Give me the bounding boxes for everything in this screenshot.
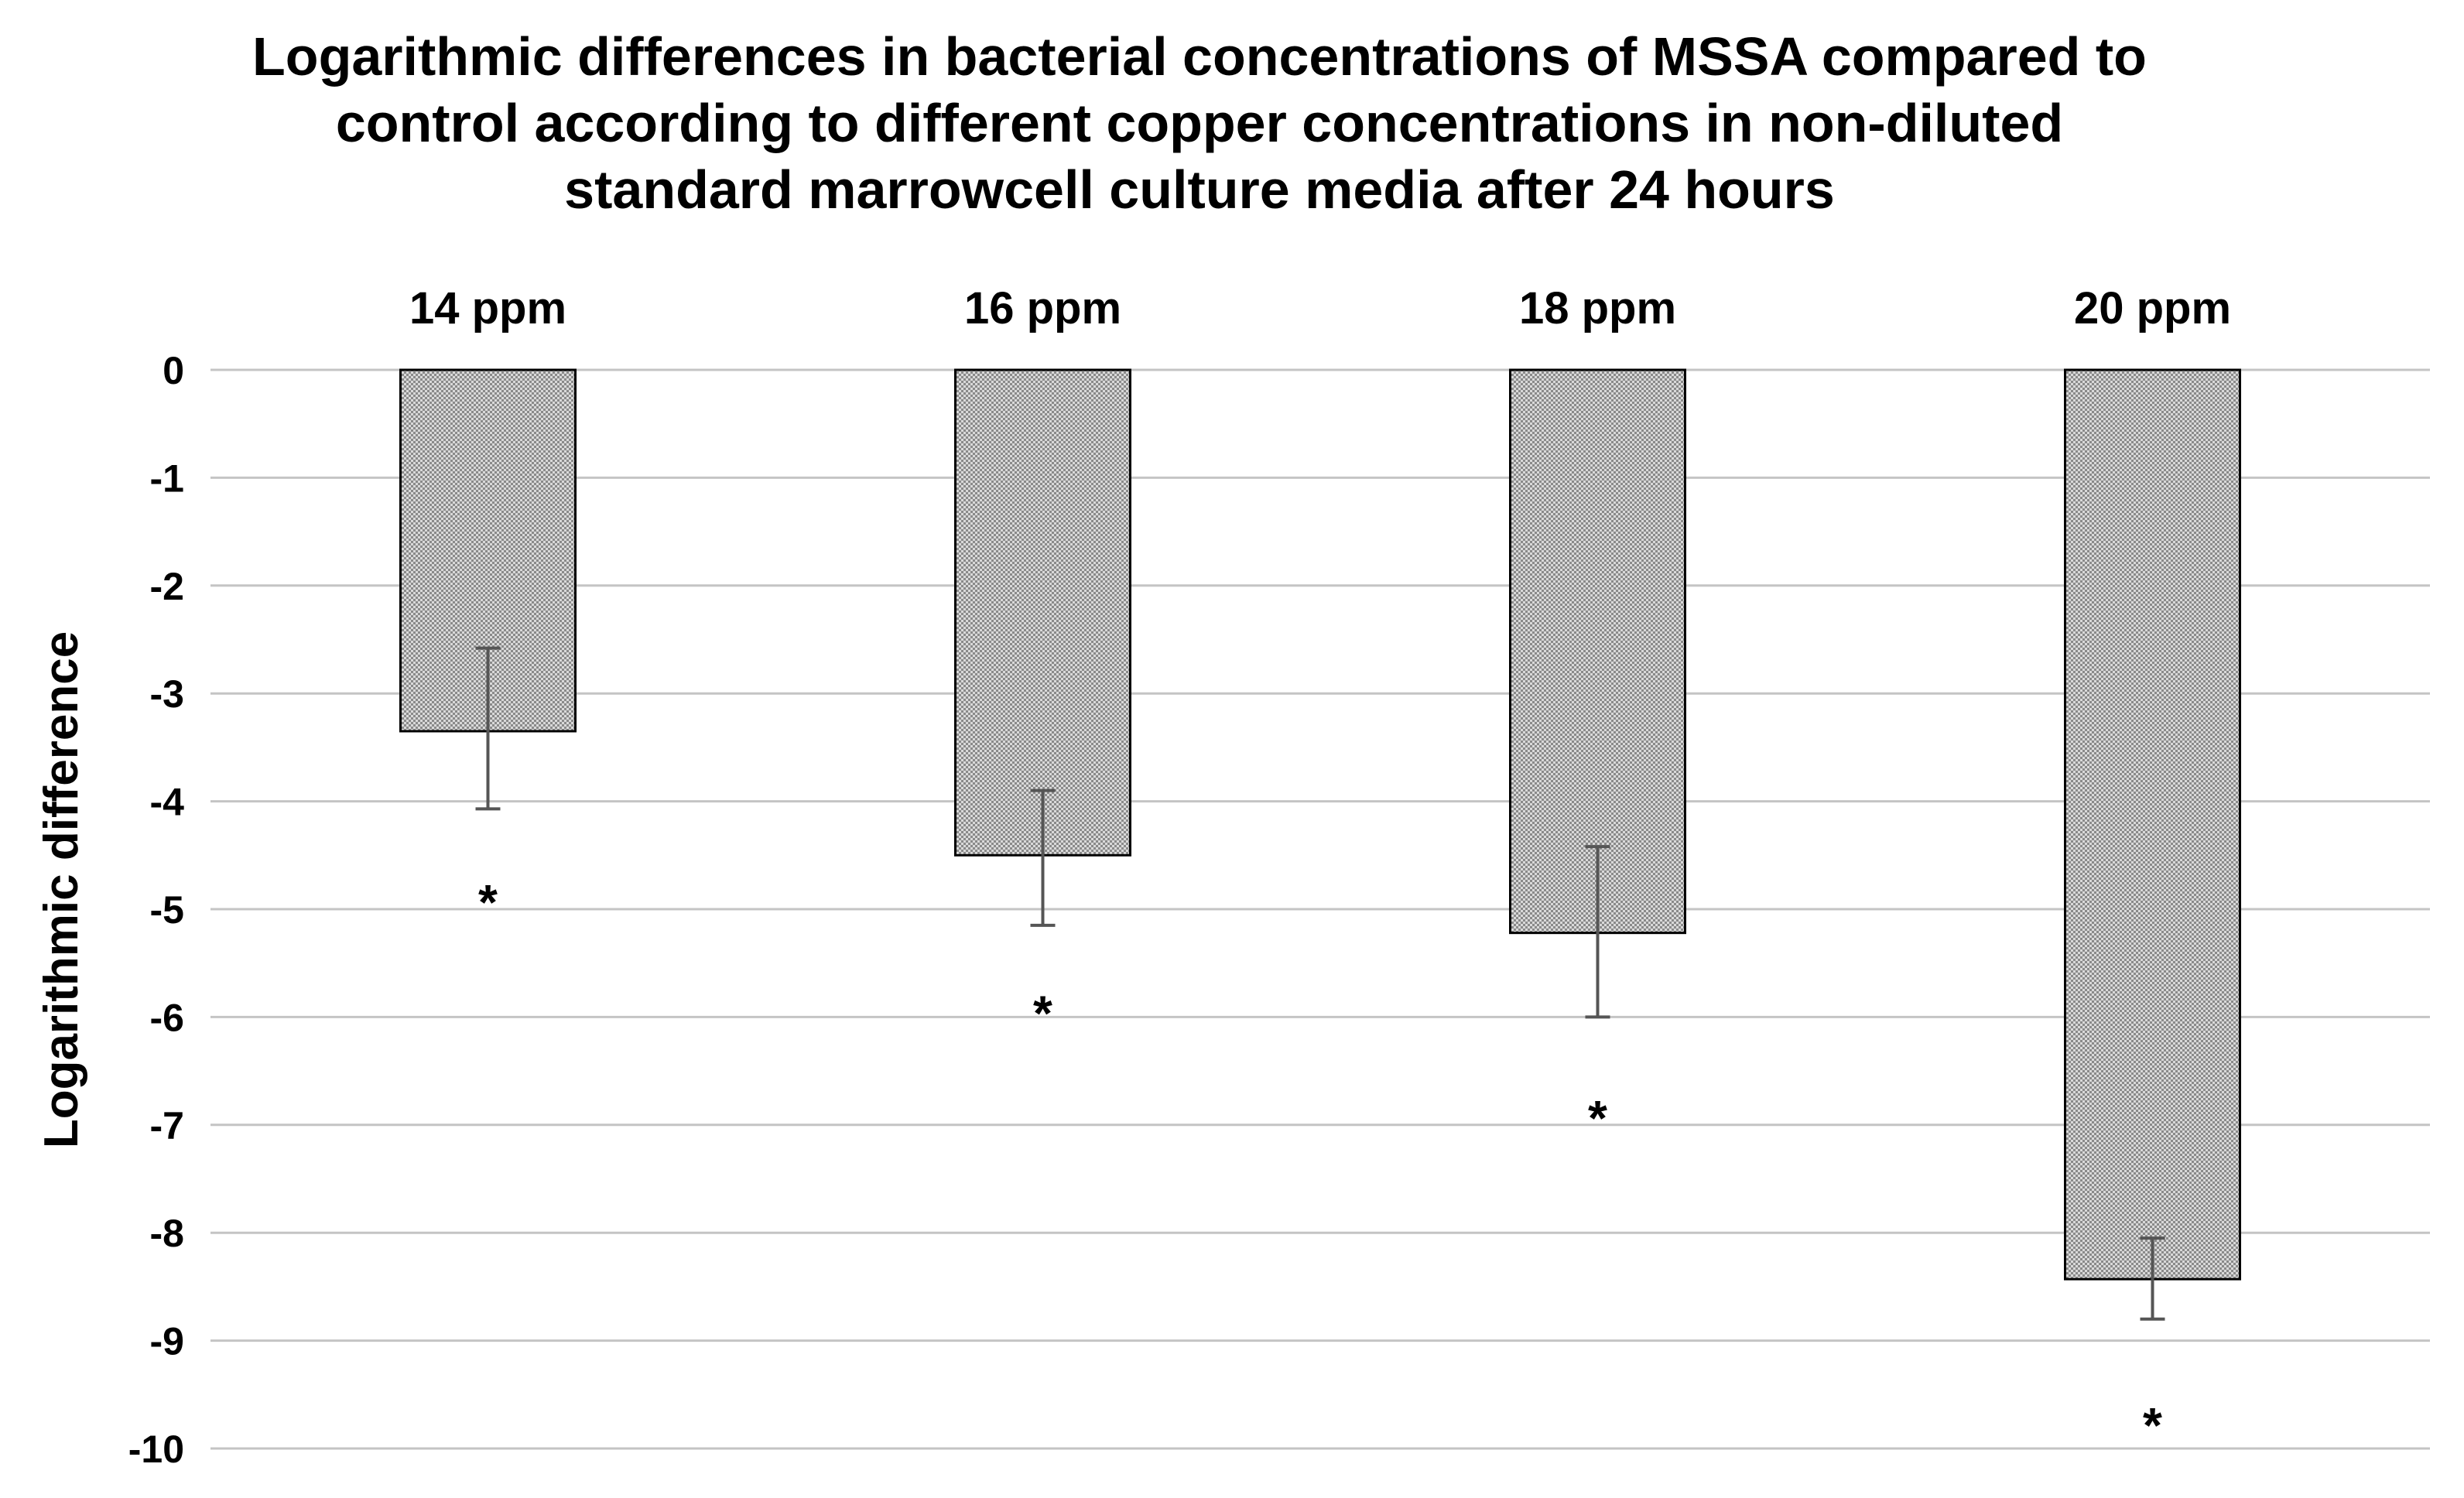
y-tick-label: -9 xyxy=(150,1320,184,1363)
significance-marker: * xyxy=(1033,986,1052,1041)
chart-title-line: Logarithmic differences in bacterial con… xyxy=(252,26,2147,87)
y-tick-label: -4 xyxy=(150,781,185,824)
y-tick-label: -3 xyxy=(150,672,184,716)
x-tick-label: 16 ppm xyxy=(964,283,1121,333)
y-tick-label: -1 xyxy=(150,457,184,500)
x-tick-label: 18 ppm xyxy=(1519,283,1676,333)
y-tick-label: -5 xyxy=(150,888,184,932)
significance-marker: * xyxy=(478,874,498,930)
y-axis-label: Logarithmic difference xyxy=(35,631,88,1148)
x-tick-label: 20 ppm xyxy=(2074,283,2231,333)
y-tick-label: -10 xyxy=(128,1428,184,1471)
bar xyxy=(1509,368,1686,935)
y-tick-label: -6 xyxy=(150,996,184,1039)
significance-marker: * xyxy=(2143,1397,2162,1453)
chart-title-line: control according to different copper co… xyxy=(335,93,2064,153)
bar xyxy=(2064,368,2241,1281)
chart-title-line: standard marrowcell culture media after … xyxy=(564,159,1835,220)
y-tick-label: 0 xyxy=(163,349,184,392)
bar xyxy=(954,368,1131,857)
y-tick-label: -7 xyxy=(150,1104,184,1147)
x-tick-label: 14 ppm xyxy=(409,283,566,333)
y-tick-label: -2 xyxy=(150,565,184,608)
y-tick-label: -8 xyxy=(150,1212,184,1255)
significance-marker: * xyxy=(1588,1090,1607,1146)
chart-title: Logarithmic differences in bacterial con… xyxy=(0,23,2399,223)
